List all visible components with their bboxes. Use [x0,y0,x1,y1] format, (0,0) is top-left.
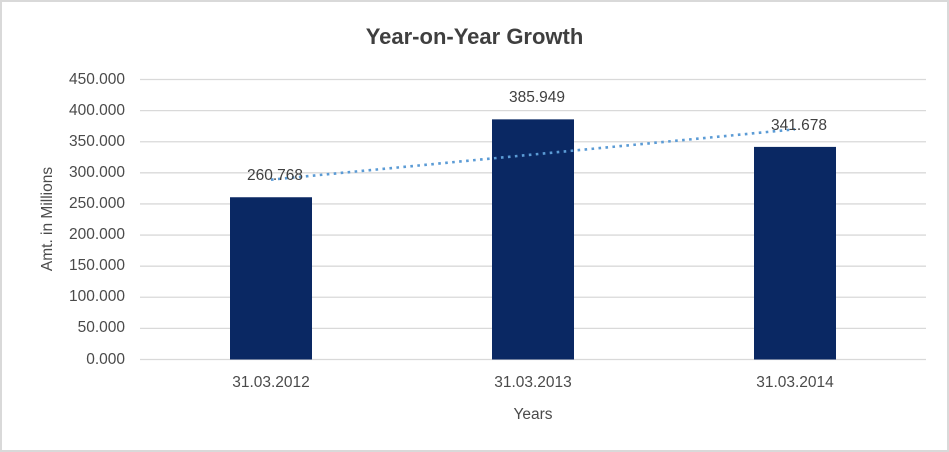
chart-title: Year-on-Year Growth [365,24,584,49]
data-label: 341.678 [770,116,828,134]
x-axis-title: Years [513,406,553,423]
x-tick-label: 31.03.2012 [232,374,310,391]
y-tick-label: 100.000 [68,288,125,306]
x-tick-label: 31.03.2013 [494,374,572,391]
data-label: 260.768 [246,167,304,185]
bar-31.03.2013 [492,119,574,360]
bar-31.03.2014 [754,146,836,360]
y-tick-label: 350.000 [68,132,125,150]
bar-series [230,119,836,360]
y-tick-label: 200.000 [68,226,125,244]
y-axis-title: Amt. in Millions [39,166,56,272]
y-tick-label: 150.000 [68,257,125,275]
x-tick-label: 31.03.2014 [756,374,834,391]
y-tick-label: 300.000 [68,163,125,181]
y-tick-label: 50.000 [77,319,125,337]
bar-31.03.2012 [230,197,312,360]
y-tick-label: 0.000 [86,350,125,368]
data-label: 385.949 [508,89,566,107]
y-tick-label: 450.000 [68,70,125,88]
y-tick-label: 400.000 [68,101,125,119]
y-tick-label: 250.000 [68,194,125,212]
